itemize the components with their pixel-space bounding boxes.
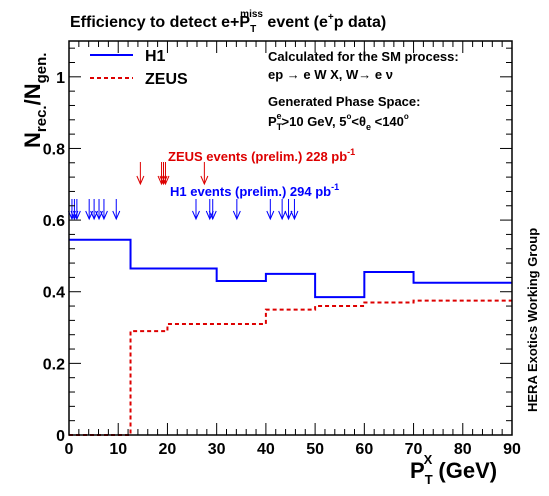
h1-event-arrow [208, 199, 217, 221]
phase-space-line-2: PTe>10 GeV, 5o<θe <140o [268, 111, 409, 132]
x-tick-label: 20 [159, 441, 177, 458]
x-tick-label: 70 [405, 441, 423, 458]
x-tick-label: 60 [355, 441, 373, 458]
h1-event-arrow [205, 199, 214, 221]
series-zeus-line [69, 299, 512, 436]
h1-event-arrow [284, 199, 293, 221]
h1-event-arrow [99, 199, 108, 221]
axes-layer: 0 10 20 30 40 50 60 70 80 90 0 0.2 0.4 0.6 0.8 1 [43, 40, 521, 458]
h1-event-arrow [278, 199, 287, 221]
legend-h1-label: H1 [145, 48, 166, 65]
process-line-2: ep → e W X, W→ e ν [268, 67, 393, 82]
h1-event-arrow [72, 199, 81, 221]
x-tick-label: 10 [109, 441, 127, 458]
legend-zeus-label: ZEUS [145, 71, 188, 88]
y-tick-label: 0.8 [43, 141, 65, 158]
h1-event-arrow [85, 199, 94, 221]
h1-event-arrow [90, 199, 99, 221]
process-annotation: Calculated for the SM process: ep → e W … [268, 49, 459, 132]
side-label: HERA Exotics Working Group [525, 228, 540, 412]
x-tick-label: 90 [503, 441, 521, 458]
process-line-1: Calculated for the SM process: [268, 49, 459, 64]
zeus-events-label: ZEUS events (prelim.) 228 pb-1 [168, 147, 355, 164]
zeus-event-arrow [200, 162, 209, 186]
y-tick-label: 0 [56, 428, 65, 445]
y-tick-label: 0.6 [43, 213, 65, 230]
x-tick-label: 30 [208, 441, 226, 458]
x-tick-label: 50 [306, 441, 324, 458]
phase-space-line-1: Generated Phase Space: [268, 94, 420, 109]
h1-event-arrow [266, 199, 275, 221]
zeus-event-arrow [161, 162, 170, 186]
y-tick-label: 0.4 [43, 285, 65, 302]
y-tick-label: 0.2 [43, 356, 65, 373]
legend: H1 ZEUS [90, 48, 188, 88]
h1-event-arrow [112, 199, 121, 221]
h1-event-arrow [232, 199, 241, 221]
h1-events-label: H1 events (prelim.) 294 pb-1 [170, 182, 339, 199]
event-arrows-layer [67, 162, 299, 221]
zeus-event-arrow [136, 162, 145, 186]
series-layer [69, 238, 512, 436]
h1-event-arrow [95, 199, 103, 221]
x-tick-label: 80 [454, 441, 472, 458]
h1-event-arrow [290, 199, 299, 221]
x-tick-label: 0 [65, 441, 74, 458]
x-axis-label: PTX (GeV) [410, 452, 497, 487]
series-h1-line [69, 238, 512, 299]
x-tick-label: 40 [257, 441, 275, 458]
h1-event-arrow [192, 199, 200, 221]
chart-title: Efficiency to detect e+PTmiss event (e+p… [70, 9, 386, 35]
y-axis-label: Nrec./Ngen. [20, 53, 50, 148]
plot-frame [68, 40, 513, 436]
y-tick-label: 1 [56, 70, 65, 87]
